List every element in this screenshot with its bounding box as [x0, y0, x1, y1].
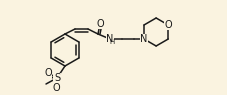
Text: H: H: [109, 40, 114, 46]
Text: N: N: [106, 34, 114, 44]
Text: O: O: [44, 68, 52, 78]
Text: O: O: [52, 83, 60, 93]
Text: O: O: [96, 19, 104, 29]
Text: S: S: [54, 73, 60, 83]
Text: O: O: [164, 20, 172, 30]
Text: N: N: [140, 34, 148, 44]
